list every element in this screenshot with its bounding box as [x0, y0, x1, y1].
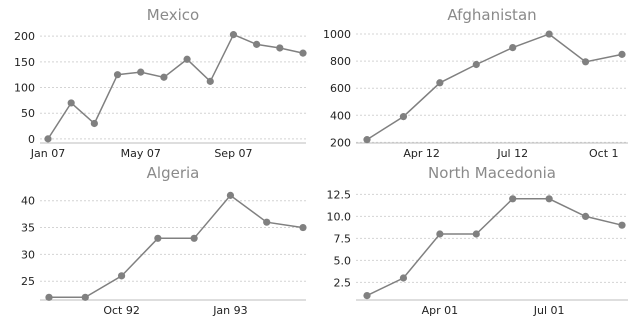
x-tick-label: Jan 07 [30, 147, 65, 160]
data-point [299, 223, 307, 232]
data-point [545, 195, 553, 203]
chart-panel-2: 200 400 600 800 1000 Apr 12 Jul 12 Oct 1 Afghani… [323, 6, 628, 160]
data-point [299, 49, 307, 57]
y-tick-label: 800 [330, 55, 351, 68]
y-tick-label: 50 [21, 107, 35, 120]
y-tick-label: 10.0 [327, 210, 352, 223]
y-tick-label: 25 [21, 275, 35, 288]
data-point [81, 293, 89, 301]
y-tick-label: 7.5 [334, 232, 352, 245]
data-point [618, 50, 626, 58]
data-point [436, 230, 444, 238]
chart-title: North Macedonia [428, 164, 556, 182]
data-point [363, 292, 371, 300]
data-point [44, 135, 52, 143]
x-tick-label: Jul 12 [496, 147, 528, 160]
data-point [226, 191, 235, 199]
series-line [47, 33, 304, 140]
y-tick-label: 400 [330, 109, 351, 122]
data-point [117, 272, 126, 280]
series-line [366, 33, 623, 141]
data-point [436, 79, 444, 87]
data-point [113, 71, 122, 79]
data-point [509, 195, 517, 203]
x-tick-label: May 07 [121, 147, 161, 160]
y-tick-label: 0 [28, 133, 35, 146]
data-point [229, 31, 238, 39]
y-tick-label: 30 [21, 248, 35, 261]
chart-title: Algeria [147, 164, 200, 182]
data-point [137, 68, 145, 76]
data-point [363, 136, 371, 144]
series-line [49, 194, 304, 299]
x-tick-label: Jan 93 [212, 304, 247, 317]
chart-panel-1: 0 50 100 150 200 Jan 07 May 07 Sep 07 Mexico [14, 6, 307, 160]
data-point [160, 73, 168, 81]
data-point [276, 44, 284, 52]
y-tick-label: 200 [14, 30, 35, 43]
x-tick-label: Jul 01 [533, 304, 565, 317]
x-tick-label: Oct 1 [589, 147, 619, 160]
data-point [183, 55, 191, 63]
x-tick-label: Apr 12 [403, 147, 440, 160]
y-tick-label: 35 [21, 222, 35, 235]
y-tick-label: 150 [14, 56, 35, 69]
chart-title: Mexico [147, 6, 199, 24]
x-tick-label: Apr 01 [422, 304, 459, 317]
chart-panel-3: 25 30 35 40 Oct 92 Jan 93 Algeria [21, 164, 307, 317]
x-tick-label: Oct 92 [103, 304, 140, 317]
data-point [545, 30, 553, 38]
y-tick-label: 2.5 [334, 276, 352, 289]
data-point [581, 58, 590, 66]
y-tick-label: 600 [330, 82, 351, 95]
data-point [472, 60, 480, 69]
y-tick-label: 40 [21, 195, 35, 208]
x-tick-label: Sep 07 [214, 147, 252, 160]
y-tick-label: 12.5 [327, 188, 352, 201]
series-line [366, 198, 623, 297]
y-tick-label: 200 [330, 136, 351, 149]
y-tick-label: 100 [14, 82, 35, 95]
chart-title: Afghanistan [447, 6, 536, 24]
data-point [154, 234, 162, 242]
data-point [581, 212, 590, 220]
data-point [263, 218, 271, 226]
data-point [509, 43, 517, 52]
data-point [472, 230, 480, 238]
data-point [45, 293, 53, 301]
data-point [190, 234, 198, 242]
data-point [399, 113, 408, 121]
data-point [253, 40, 261, 48]
data-point [90, 119, 98, 128]
data-point [206, 77, 214, 85]
data-point [399, 274, 408, 282]
y-tick-label: 1000 [323, 28, 351, 41]
chart-panel-4: 2.5 5.0 7.5 10.0 12.5 Apr 01 Jul 01 North Maced… [327, 164, 628, 317]
data-point [67, 99, 75, 107]
y-tick-label: 5.0 [334, 254, 352, 267]
data-point [618, 221, 626, 229]
